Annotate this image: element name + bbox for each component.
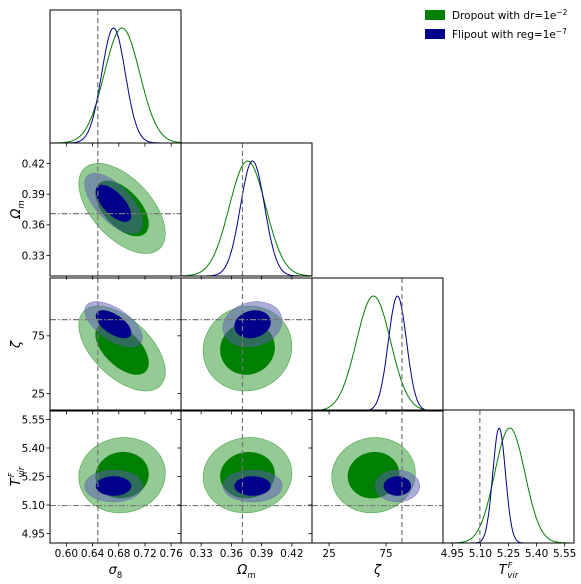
panel-frame <box>180 142 313 277</box>
panel-2-0: 25 75 <box>32 277 182 415</box>
marginal-curve-0-3 <box>443 427 574 543</box>
x-tick-label: 25 <box>322 548 335 560</box>
legend-label-dropout: Dropout with dr=1e−2 <box>452 8 568 23</box>
contour-68-1 <box>95 184 132 222</box>
contour-68-1 <box>383 476 412 496</box>
marginal-curve-0-1 <box>181 160 312 276</box>
x-tick-label: 0.60 <box>55 548 78 560</box>
y-axis-label-1: Ωm <box>9 200 27 219</box>
legend-swatch-flipout <box>425 29 445 39</box>
y-tick-label: 5.25 <box>22 471 45 483</box>
marginal-curve-1-3 <box>443 427 574 543</box>
x-tick-label: 75 <box>379 548 392 560</box>
contour-68-1 <box>95 310 132 339</box>
panel-3-3: 4.95 5.10 5.25 5.40 5.55 <box>441 409 576 560</box>
x-tick-label: 0.64 <box>81 548 105 560</box>
y-tick-label: 5.40 <box>22 443 45 455</box>
panel-1-0: 0.33 0.36 0.39 0.42 <box>22 142 182 280</box>
legend-label-flipout: Flipout with reg=1e−7 <box>452 27 567 42</box>
panel-3-0: 0.60 0.64 0.68 0.72 0.76 4.95 5.10 5.25 5.40 5.55 <box>22 409 183 560</box>
contour-68-1 <box>234 310 271 339</box>
marginal-curve-0-2 <box>312 295 443 411</box>
contour-68-1 <box>95 476 132 496</box>
panel-1-1 <box>180 142 313 280</box>
panel-frame <box>311 277 444 412</box>
marginal-curve-1-1 <box>181 160 312 276</box>
y-tick-label: 0.36 <box>22 220 46 232</box>
legend-swatch-dropout <box>425 10 445 20</box>
panel-2-2 <box>311 277 444 415</box>
x-tick-label: 0.76 <box>159 548 183 560</box>
y-tick-label: 5.55 <box>22 414 45 426</box>
contour-68-1 <box>234 476 271 496</box>
x-tick-label: 0.33 <box>189 548 212 560</box>
y-tick-label: 25 <box>32 388 45 400</box>
panel-2-1 <box>177 277 313 415</box>
x-tick-label: 5.40 <box>525 548 548 560</box>
y-axis-label-2: ζ <box>9 340 24 349</box>
panel-frame <box>442 409 575 544</box>
x-tick-label: 0.36 <box>220 548 244 560</box>
y-tick-label: 0.42 <box>22 158 45 170</box>
x-tick-label: 0.42 <box>280 548 303 560</box>
y-tick-label: 4.95 <box>22 528 45 540</box>
y-tick-label: 5.10 <box>22 500 45 512</box>
marginal-curve-1-2 <box>312 295 443 411</box>
x-tick-label: 5.25 <box>497 548 520 560</box>
y-axis-label-3: TFvir <box>7 466 27 486</box>
x-axis-label-0: σ8 <box>109 563 123 581</box>
x-tick-label: 0.68 <box>107 548 130 560</box>
x-tick-label: 4.95 <box>441 548 464 560</box>
panels-layer: 0.33 0.36 0.39 0.42 25 75 0.60 0.64 0.68 0.72 0.76… <box>7 9 576 581</box>
panel-3-1: 0.33 0.36 0.39 0.42 <box>177 409 313 560</box>
legend: Dropout with dr=1e−2 Flipout with reg=1e… <box>425 8 568 42</box>
x-tick-label: 0.39 <box>250 548 273 560</box>
marginal-curve-1-0 <box>50 27 181 143</box>
x-axis-label-2: ζ <box>373 563 382 578</box>
panel-0-0 <box>49 9 182 147</box>
x-tick-label: 0.72 <box>133 548 156 560</box>
x-axis-label-1: Ωm <box>236 563 255 581</box>
panel-3-2: 25 75 <box>308 409 444 560</box>
marginal-curve-0-0 <box>50 27 181 143</box>
x-tick-label: 5.10 <box>469 548 492 560</box>
y-tick-label: 75 <box>32 331 45 343</box>
y-tick-label: 0.39 <box>22 189 45 201</box>
y-tick-label: 0.33 <box>22 250 45 262</box>
x-axis-label-3: TF vir <box>499 561 519 581</box>
x-tick-label: 5.55 <box>553 548 576 560</box>
